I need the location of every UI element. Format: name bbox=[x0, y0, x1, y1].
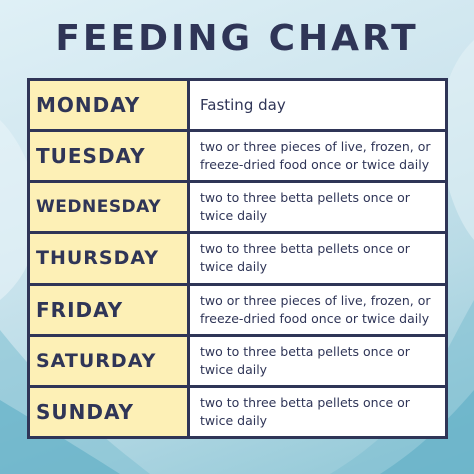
feeding-table: MONDAY Fasting day TUESDAY two or three … bbox=[27, 78, 448, 439]
day-cell-friday: FRIDAY bbox=[30, 285, 187, 334]
page-title: FEEDING CHART bbox=[55, 18, 419, 59]
plan-cell-monday: Fasting day bbox=[190, 81, 445, 130]
table-row-thursday: THURSDAY two to three betta pellets once… bbox=[30, 234, 445, 283]
table-row-saturday: SATURDAY two to three betta pellets once… bbox=[30, 336, 445, 385]
table-row-friday: FRIDAY two or three pieces of live, froz… bbox=[30, 285, 445, 334]
plan-cell-thursday: two to three betta pellets once or twice… bbox=[190, 234, 445, 283]
plan-cell-saturday: two to three betta pellets once or twice… bbox=[190, 336, 445, 385]
table-row-sunday: SUNDAY two to three betta pellets once o… bbox=[30, 387, 445, 436]
table-row-wednesday: WEDNESDAY two to three betta pellets onc… bbox=[30, 183, 445, 232]
plan-cell-wednesday: two to three betta pellets once or twice… bbox=[190, 183, 445, 232]
table-row-tuesday: TUESDAY two or three pieces of live, fro… bbox=[30, 132, 445, 181]
day-cell-wednesday: WEDNESDAY bbox=[30, 183, 187, 232]
day-cell-saturday: SATURDAY bbox=[30, 336, 187, 385]
day-cell-thursday: THURSDAY bbox=[30, 234, 187, 283]
day-cell-monday: MONDAY bbox=[30, 81, 187, 130]
table-row-monday: MONDAY Fasting day bbox=[30, 81, 445, 130]
plan-cell-sunday: two to three betta pellets once or twice… bbox=[190, 387, 445, 436]
day-cell-tuesday: TUESDAY bbox=[30, 132, 187, 181]
plan-cell-tuesday: two or three pieces of live, frozen, or … bbox=[190, 132, 445, 181]
plan-cell-friday: two or three pieces of live, frozen, or … bbox=[190, 285, 445, 334]
day-cell-sunday: SUNDAY bbox=[30, 387, 187, 436]
